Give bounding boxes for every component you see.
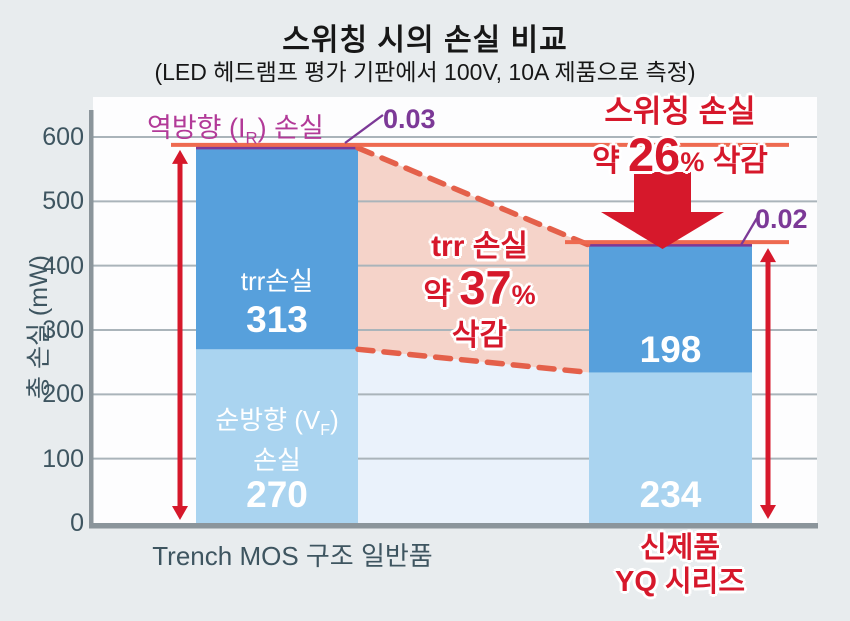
trr-callout-line1: trr 손실 [431,230,528,263]
dashed-line-bottom [355,346,592,376]
trr-percent-sign: % [511,280,536,310]
reverse-loss-label-subscript: R [245,128,258,148]
y-tick-label: 300 [42,316,84,344]
left-bar-vf-caption-line2: 손실 [253,445,301,476]
left-bar-vf-prefix: 순방향 (V [215,405,321,435]
right-bar-trr-value: 198 [639,329,702,370]
y-axis-tick-labels: 600 500 400 300 200 100 0 [4,0,84,621]
y-tick-label: 200 [42,380,84,409]
left-bar-vf-value: 270 [246,474,308,515]
switching-loss-callout: 스위칭 손실 약 26% 삭감 [540,95,820,186]
chart-title: 스위칭 시의 손실 비교 [282,24,568,57]
bar-segment-vf [589,372,752,523]
bar-segment-trr [196,147,358,350]
reverse-loss-value-left: 0.03 [383,104,436,134]
left-bar-trr-value: 313 [246,299,308,340]
category-label-yq-series: 신제품 YQ 시리즈 [560,531,800,599]
trr-connecting-band [358,147,589,373]
left-bar-vf-caption: 순방향 (VF) 손실 [196,405,358,475]
leader-line-002 [740,217,758,246]
dashed-line-top [355,145,592,248]
switching-callout-line1: 스위칭 손실 [604,94,756,129]
y-tick-label: 0 [70,509,84,537]
y-tick-label: 400 [42,251,84,280]
trr-percent-value: 37 [459,261,512,314]
trr-callout-line2: 약 37% [382,263,577,320]
chart-subtitle: (LED 헤드램프 평가 기판에서 100V, 10A 제품으로 측정) [154,59,696,85]
y-axis-line [89,110,94,528]
reverse-loss-value-right: 0.02 [755,204,808,234]
x-axis-line [89,523,818,529]
reverse-loss-label-suffix: ) 손실 [257,113,324,143]
reverse-loss-label-prefix: 역방향 (I [147,113,246,143]
total-loss-arrow-right-head-bottom [760,505,776,519]
switching-percent-value: 26 [628,128,681,181]
total-loss-arrow-left-head-bottom [172,506,188,520]
switching-cut: 삭감 [712,145,768,178]
bar-segment-trr [589,245,752,373]
trr-callout-line3: 삭감 [451,319,508,352]
y-tick-label: 100 [42,444,84,473]
leader-line-003 [344,114,384,144]
reduction-down-arrow [601,172,724,249]
category-label-yq-line1: 신제품 [639,532,721,564]
switching-percent-sign: % [680,147,705,177]
y-tick-label: 500 [42,187,84,216]
left-bar-trr-caption: trr손실 [240,266,314,296]
bar-segment-vf [196,349,358,523]
reverse-loss-label: 역방향 (IR) 손실 [147,106,324,148]
left-bar-vf-suffix: ) [330,405,339,435]
category-label-trench-mos: Trench MOS 구조 일반품 [152,541,433,571]
category-label-yq-line2: YQ 시리즈 [615,566,745,598]
trr-loss-callout: trr 손실 약 37% 삭감 [382,231,577,352]
y-tick-label: 600 [42,123,84,151]
total-loss-arrow-left-head-top [172,149,188,164]
left-bar-vf-subscript: F [320,421,331,440]
trr-about: 약 [423,278,451,311]
total-loss-arrow-right-head-top [760,248,776,263]
right-bar-vf-value: 234 [639,474,702,515]
vf-connecting-band [358,349,589,523]
switching-callout-line2: 약 26% 삭감 [540,131,820,186]
switching-about: 약 [592,145,620,178]
